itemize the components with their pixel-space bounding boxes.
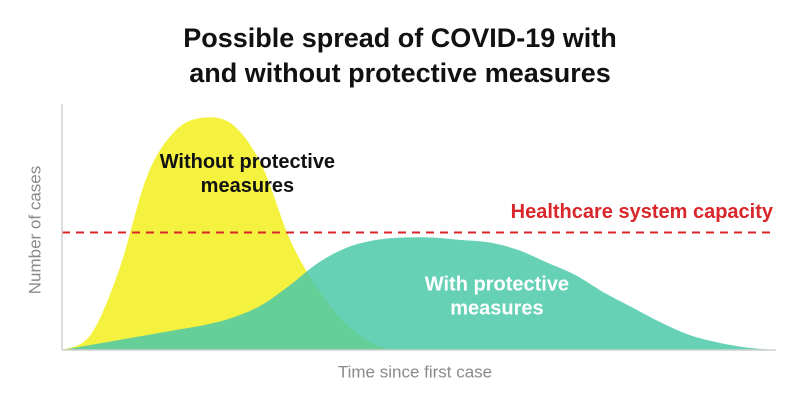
series-label: measures [201, 175, 294, 197]
area [62, 117, 775, 351]
reference-label: Healthcare system capacity [511, 201, 774, 223]
series-label: Without protective [160, 151, 335, 173]
x-axis-label: Time since first case [338, 362, 492, 381]
area [62, 237, 775, 350]
chart-title: and without protective measures [189, 58, 611, 88]
series-label: measures [450, 297, 543, 319]
chart-title: Possible spread of COVID-19 with [183, 23, 617, 53]
plot-area [62, 117, 775, 351]
y-axis-label: Number of cases [25, 166, 44, 295]
series-label: With protective [425, 273, 569, 295]
